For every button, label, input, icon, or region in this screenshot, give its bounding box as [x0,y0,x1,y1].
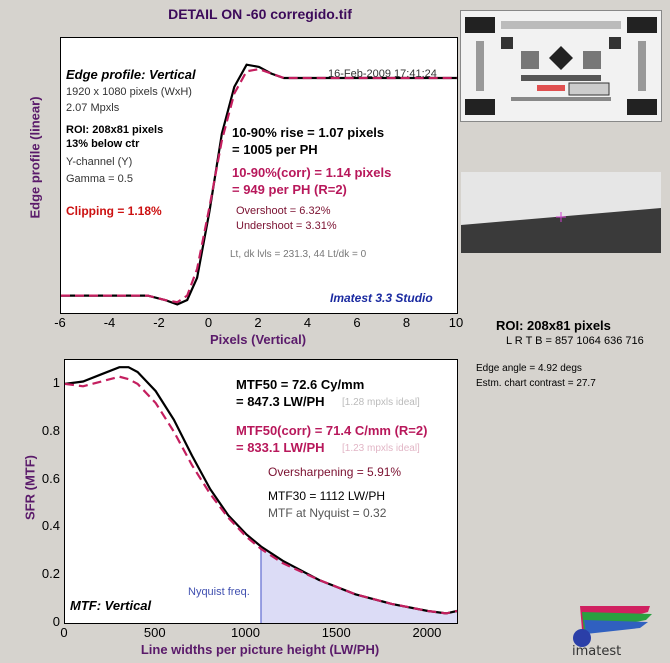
top-below-ctr: 13% below ctr [66,138,140,150]
edge-profile-ylabel: Edge profile (linear) [27,96,43,219]
top-lvls: Lt, dk lvls = 231.3, 44 Lt/dk = 0 [230,249,367,260]
edge-xtick: 4 [303,315,312,330]
edge-series-1 [61,67,457,304]
mtf-xtick: 2000 [412,625,442,640]
top-rise1: 10-90% rise = 1.07 pixels [232,125,385,140]
chart-thumbnail [460,10,662,122]
edge-xtick: 0 [204,315,213,330]
mtf-xtick: 500 [143,625,166,640]
top-brand: Imatest 3.3 Studio [330,291,433,305]
mtf-ytick: 0.8 [41,422,60,438]
ideal2: [1.23 mpxls ideal] [342,443,420,454]
top-overshoot: Overshoot = 6.32% [236,205,331,217]
edge-profile-svg [61,63,457,306]
mtf50b: = 847.3 LW/PH [236,394,325,409]
logo-text: imatest [572,644,621,659]
mtf-xtick: 1500 [321,625,351,640]
top-corr1: 10-90%(corr) = 1.14 pixels [232,165,392,180]
bottom-panel-label: MTF: Vertical [70,598,152,613]
top-undershoot: Undershoot = 3.31% [236,220,337,232]
mtf-ytick: 1 [52,374,60,390]
edge-xtick: 10 [448,315,464,330]
ideal1: [1.28 mpxls ideal] [342,397,420,408]
mtf-xlabel: Line widths per picture height (LW/PH) [140,642,380,657]
oversharp: Oversharpening = 5.91% [268,465,402,479]
mtf-ytick: 0 [52,614,60,629]
mtf-svg [64,366,458,623]
top-channel: Y-channel (Y) [66,156,133,168]
edge-xtick: 2 [254,315,262,330]
mtf-series-0 [64,366,458,615]
mtf-plot [64,359,458,624]
side-contrast: Estm. chart contrast = 27.7 [476,378,596,389]
edge-xtick: -2 [153,315,165,330]
mtf-ytick: 0.2 [41,566,60,582]
nyq-text: MTF at Nyquist = 0.32 [268,506,387,520]
edge-xtick: 8 [402,315,411,330]
imatest-logo: imatest [560,600,660,659]
top-gamma: Gamma = 0.5 [66,173,133,185]
edge-profile-plot [60,37,458,314]
mtf-ytick: 0.6 [41,470,60,486]
top-clipping: Clipping = 1.18% [66,204,162,218]
mtf-xtick: 0 [60,625,68,640]
side-lrtb: L R T B = 857 1064 636 716 [506,335,644,347]
top-panel-label: Edge profile: Vertical [66,67,196,82]
edge-xtick: -6 [54,315,66,330]
top-date: 16-Feb-2009 17:41:24 [328,68,437,80]
mtf30: MTF30 = 1112 LW/PH [268,489,386,503]
mtfc2: = 833.1 LW/PH [236,440,325,455]
mtf-xtick: 1000 [231,625,260,640]
nyquist-area [261,546,457,623]
chart-title: DETAIL ON -60 corregido.tif [168,6,352,22]
edge-xtick: -4 [103,315,116,330]
top-pixels: 1920 x 1080 pixels (WxH) [66,86,192,98]
top-mpxls: 2.07 Mpxls [66,102,120,114]
nyq-label: Nyquist freq. [188,586,250,598]
edge-profile-xlabel: Pixels (Vertical) [209,332,307,347]
edge-xtick: 6 [353,315,361,330]
top-roi: ROI: 208x81 pixels [66,124,164,136]
top-corr2: = 949 per PH (R=2) [232,182,347,197]
side-edge-angle: Edge angle = 4.92 degs [476,363,582,374]
mtf50a: MTF50 = 72.6 Cy/mm [236,377,365,392]
side-roi: ROI: 208x81 pixels [496,318,611,333]
mtf-ytick: 0.4 [41,518,60,534]
top-rise2: = 1005 per PH [232,142,318,157]
mtfc1: MTF50(corr) = 71.4 C/mm (R=2) [236,423,428,438]
roi-crop [461,172,661,253]
mtf-series-1 [64,375,458,615]
